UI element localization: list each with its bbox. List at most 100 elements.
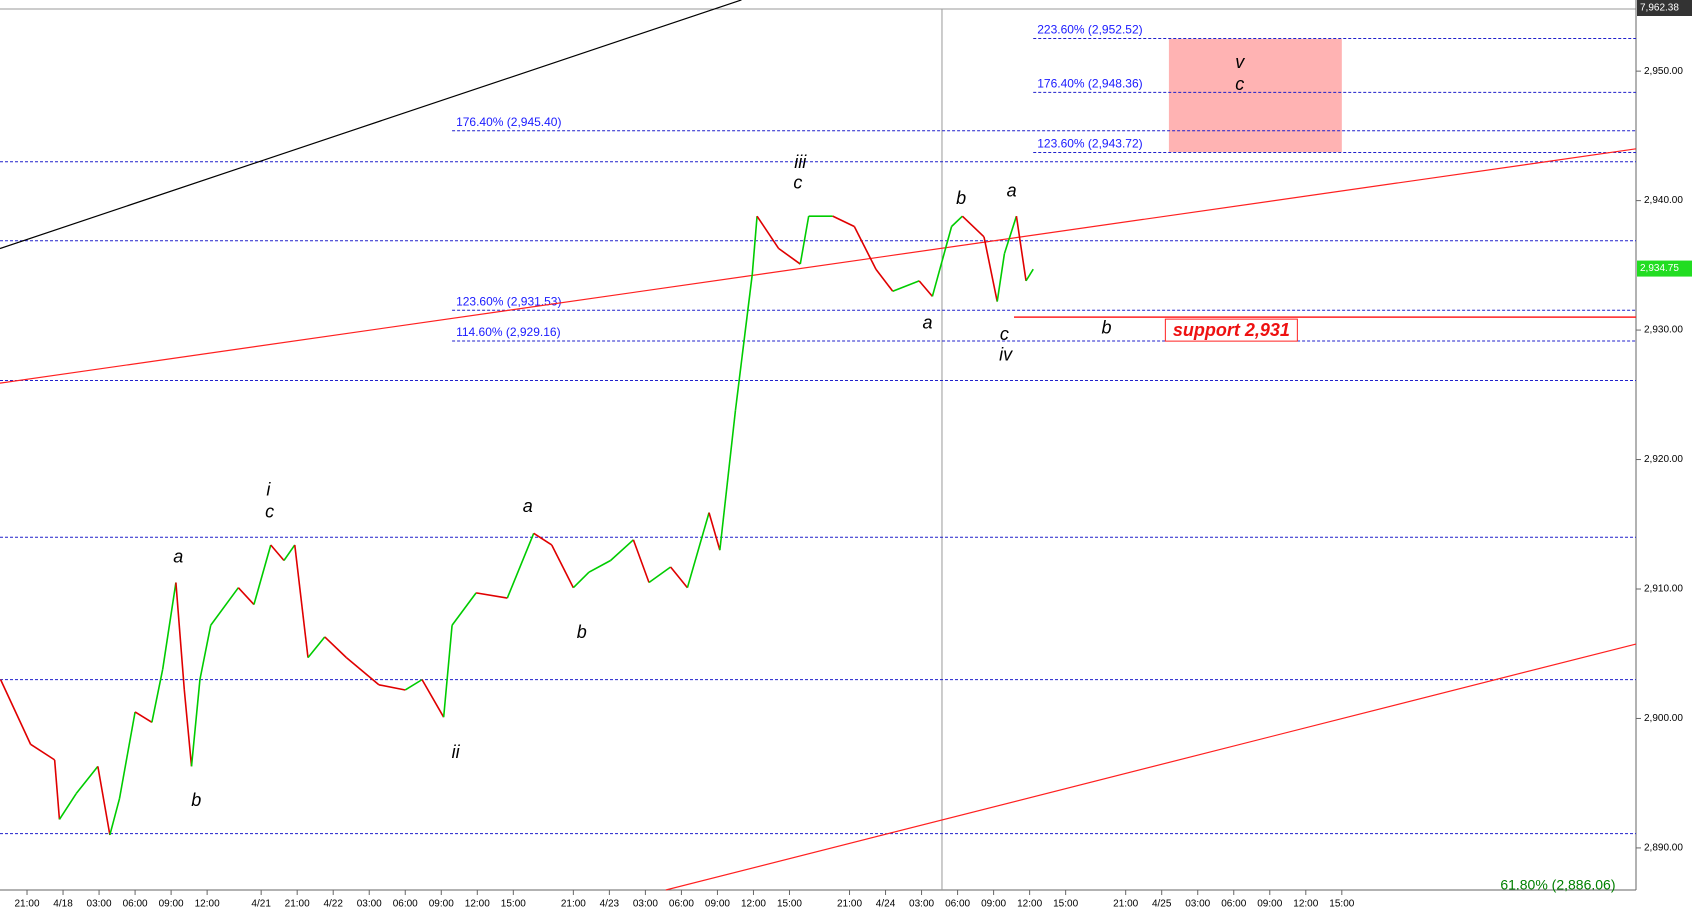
price-segment [918,280,933,297]
price-segment [875,268,894,292]
wave-label: a [523,496,533,516]
wave-label: b [1101,318,1111,338]
wave-label: iii [794,152,807,172]
price-segment [756,215,780,249]
price-segment [1025,268,1034,282]
price-segment [751,216,758,275]
price-segment [475,592,508,599]
last-price-label: 2,934.75 [1640,263,1679,274]
y-tick-label: 2,940.00 [1644,195,1683,206]
price-segment [175,582,186,691]
price-segment [1003,215,1018,254]
target-box [1168,38,1342,153]
x-tick-label: 09:00 [159,899,184,910]
x-tick-label: 09:00 [429,899,454,910]
wave-label: i [266,479,271,499]
price-segment [588,559,611,573]
price-segment [253,544,272,605]
x-tick-label: 15:00 [1329,899,1354,910]
fib-label: 176.40% (2,945.40) [456,115,561,129]
price-segment [118,711,136,799]
x-tick-label: 15:00 [777,899,802,910]
price-segment [210,587,239,626]
wave-label: a [1007,180,1017,200]
y-tick-label: 2,950.00 [1644,66,1683,77]
price-segment [686,512,710,588]
x-tick-label: 4/21 [251,899,271,910]
price-segment [53,759,61,820]
x-tick-label: 12:00 [741,899,766,910]
price-segment [151,669,164,723]
fib-label: 176.40% (2,948.36) [1037,77,1142,91]
price-segment [719,410,737,551]
price-segment [237,587,255,606]
wave-label: v [1235,52,1245,72]
bottom-fib-label: 61.80% (2,886.06) [1500,877,1615,893]
price-segment [161,582,177,670]
x-tick-label: 06:00 [123,899,148,910]
y-tick-label: 2,920.00 [1644,454,1683,465]
x-tick-label: 21:00 [837,899,862,910]
trend-line [665,643,1637,891]
wave-label: c [1000,324,1009,344]
price-segment [293,544,309,658]
wave-label: iv [999,345,1013,365]
wave-label: a [923,312,933,332]
x-tick-label: 21:00 [285,899,310,910]
x-tick-label: 06:00 [1221,899,1246,910]
price-segment [134,711,153,724]
x-tick-label: 06:00 [945,899,970,910]
y-tick-label: 2,910.00 [1644,584,1683,595]
x-tick-label: 03:00 [909,899,934,910]
fib-label: 123.60% (2,943.72) [1037,137,1142,151]
last-price-box [1637,260,1692,277]
wave-label: c [1235,74,1244,94]
wave-label: c [265,501,274,521]
price-segment [1015,216,1027,281]
price-segment [97,766,111,836]
price-segment [30,743,56,761]
price-segment [632,539,650,583]
price-segment [951,215,963,228]
price-segment [0,679,32,745]
price-segment [183,689,193,767]
x-tick-label: 4/23 [600,899,620,910]
price-segment [404,678,423,691]
price-segment [75,765,99,795]
support-label: support 2,931 [1173,320,1290,340]
wave-label: b [191,790,201,810]
x-tick-label: 21:00 [15,899,40,910]
x-tick-label: 09:00 [705,899,730,910]
top-tag: 7,962.38 [1640,3,1679,14]
x-tick-label: 03:00 [1185,899,1210,910]
x-tick-label: 03:00 [357,899,382,910]
wave-label: ii [452,742,461,762]
x-tick-label: 15:00 [501,899,526,910]
price-segment [572,571,590,589]
price-segment [442,625,453,718]
price-segment [506,533,535,599]
support-box [1164,318,1298,342]
price-segment [996,253,1006,302]
price-segment [799,216,810,265]
price-segment [270,544,285,562]
price-segment [324,636,347,659]
x-tick-label: 4/25 [1152,899,1172,910]
x-tick-label: 4/22 [323,899,343,910]
x-tick-label: 09:00 [981,899,1006,910]
price-segment [109,798,121,836]
x-tick-label: 12:00 [1017,899,1042,910]
price-segment [778,247,801,265]
y-tick-label: 2,900.00 [1644,713,1683,724]
price-segment [190,679,201,767]
price-segment [983,236,998,302]
price-segment [551,544,575,589]
price-segment [708,512,721,551]
price-segment [853,226,877,270]
price-segment [931,226,953,297]
trend-line [0,148,1637,384]
x-tick-label: 06:00 [393,899,418,910]
y-tick-label: 2,890.00 [1644,843,1683,854]
x-tick-label: 12:00 [1293,899,1318,910]
